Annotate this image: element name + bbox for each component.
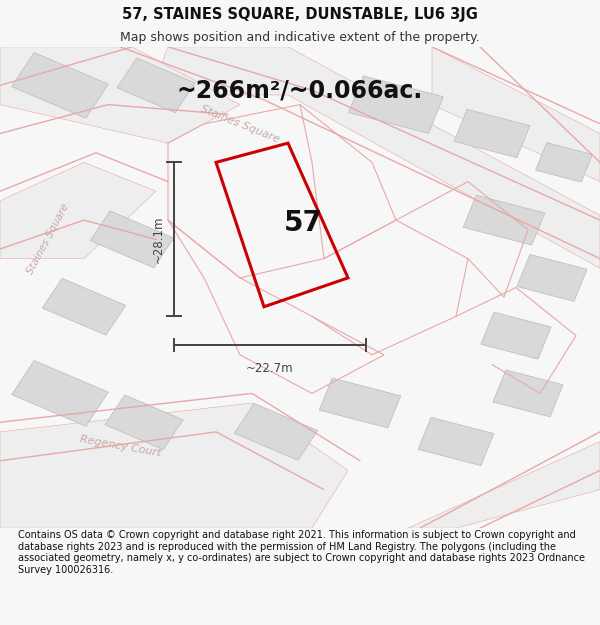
Text: ~28.1m: ~28.1m [152,216,165,263]
Polygon shape [117,58,195,112]
Polygon shape [43,278,125,335]
Polygon shape [11,361,109,426]
Text: ~22.7m: ~22.7m [246,362,294,375]
Polygon shape [454,109,530,158]
Polygon shape [11,52,109,118]
Text: Map shows position and indicative extent of the property.: Map shows position and indicative extent… [120,31,480,44]
Text: Contains OS data © Crown copyright and database right 2021. This information is : Contains OS data © Crown copyright and d… [18,530,585,575]
Polygon shape [150,47,600,268]
Polygon shape [432,47,600,182]
Polygon shape [418,418,494,466]
Polygon shape [349,76,443,133]
Polygon shape [463,195,545,245]
Polygon shape [0,403,348,528]
Polygon shape [0,47,240,143]
Polygon shape [493,370,563,417]
Text: Staines Square: Staines Square [25,202,71,276]
Text: 57: 57 [284,209,322,236]
Polygon shape [91,211,173,268]
Text: 57, STAINES SQUARE, DUNSTABLE, LU6 3JG: 57, STAINES SQUARE, DUNSTABLE, LU6 3JG [122,6,478,21]
Polygon shape [235,404,317,460]
Polygon shape [517,254,587,301]
Polygon shape [319,378,401,428]
Polygon shape [536,142,592,182]
Polygon shape [105,395,183,449]
Polygon shape [408,441,600,528]
Text: Staines Square: Staines Square [199,104,281,144]
Polygon shape [481,312,551,359]
Text: Regency Court: Regency Court [79,434,161,458]
Text: ~266m²/~0.066ac.: ~266m²/~0.066ac. [177,78,423,102]
Polygon shape [0,162,156,259]
